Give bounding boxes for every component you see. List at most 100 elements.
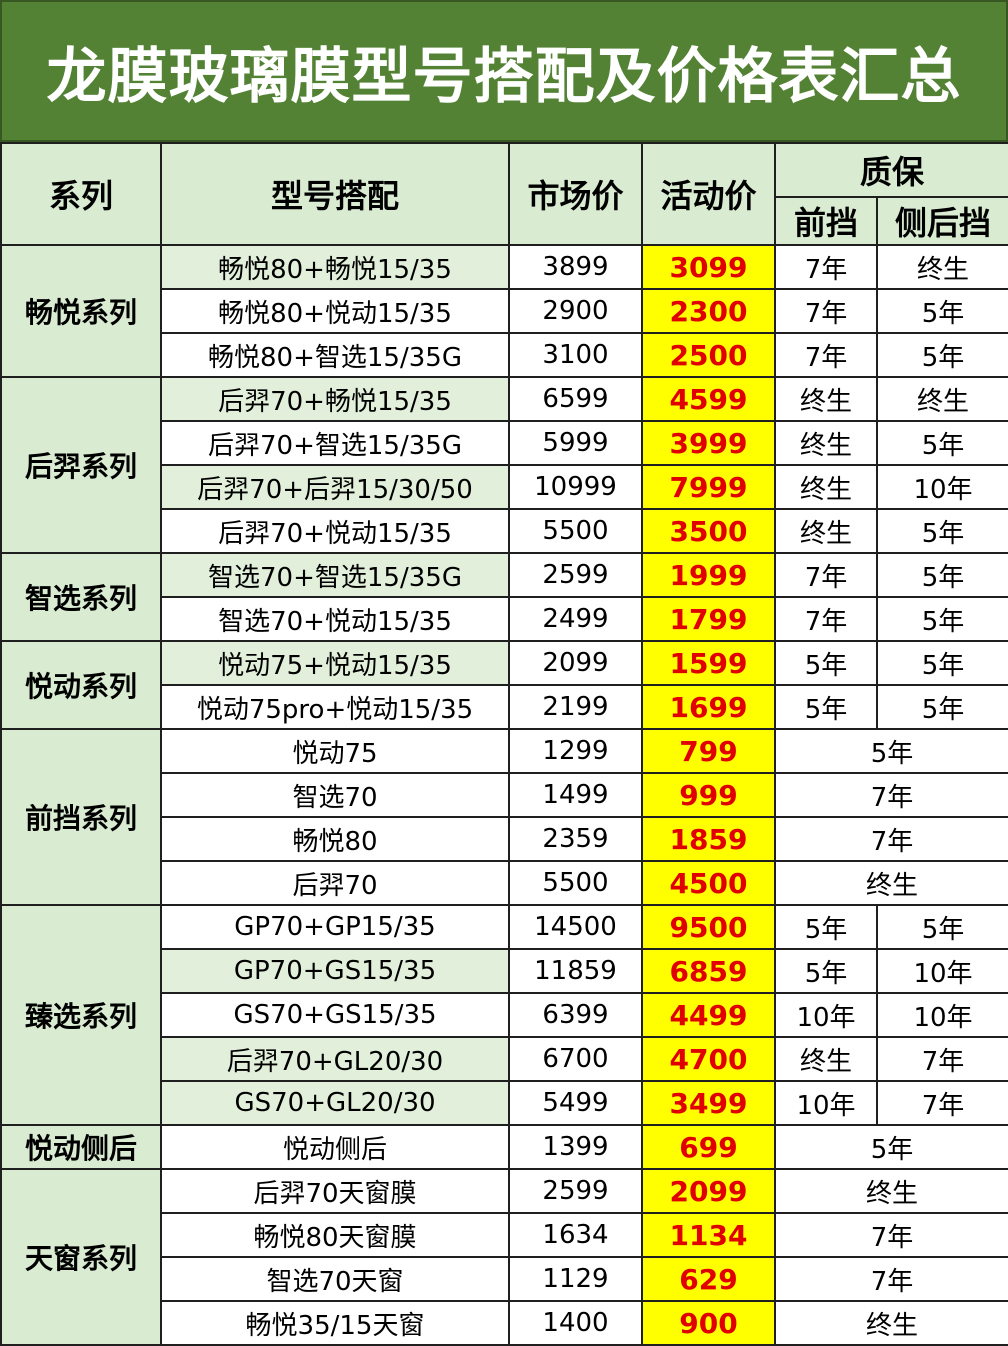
- header-promo-price: 活动价: [641, 142, 776, 246]
- table-row: GS70+GL20/30 5499 3499 10年 7年: [1, 1080, 1008, 1126]
- promo-price-cell: 3499: [641, 1080, 776, 1126]
- promo-price-cell: 1134: [641, 1212, 776, 1258]
- promo-price-cell: 2300: [641, 288, 776, 334]
- promo-price-cell: 4500: [641, 860, 776, 906]
- header-series: 系列: [0, 142, 162, 246]
- model-cell: 后羿70+悦动15/35: [160, 508, 510, 554]
- market-price-cell: 11859: [508, 948, 643, 994]
- front-warranty-cell: 终生: [774, 420, 878, 466]
- market-price-cell: 3100: [508, 332, 643, 378]
- market-price-cell: 5499: [508, 1080, 643, 1126]
- promo-price-cell: 3500: [641, 508, 776, 554]
- front-warranty-cell: 终生: [774, 1036, 878, 1082]
- market-price-cell: 14500: [508, 904, 643, 950]
- warranty-cell: 终生: [773, 1300, 1008, 1346]
- promo-price-cell: 9500: [641, 904, 776, 950]
- series-cell: 后羿系列: [0, 376, 162, 554]
- model-cell: 后羿70天窗膜: [160, 1168, 510, 1214]
- table-row: 臻选系列 GP70+GP15/35 14500 9500 5年 5年: [0, 904, 1008, 1126]
- side-rear-warranty-cell: 7年: [875, 1036, 1008, 1082]
- side-rear-warranty-cell: 5年: [875, 552, 1008, 598]
- side-rear-warranty-cell: 终生: [875, 244, 1008, 290]
- model-cell: 畅悦80: [160, 816, 510, 862]
- front-warranty-cell: 终生: [774, 464, 878, 510]
- promo-price-cell: 629: [641, 1256, 776, 1302]
- series-cell: 悦动侧后: [0, 1124, 162, 1170]
- table-row: GP70+GS15/35 11859 6859 5年 10年: [1, 948, 1008, 994]
- front-warranty-cell: 7年: [774, 552, 878, 598]
- series-cell: 前挡系列: [0, 728, 162, 906]
- market-price-cell: 5500: [508, 860, 643, 906]
- side-rear-warranty-cell: 5年: [875, 904, 1008, 950]
- front-warranty-cell: 7年: [774, 332, 878, 378]
- market-price-cell: 1499: [508, 772, 643, 818]
- promo-price-cell: 1799: [641, 596, 776, 642]
- table-row: 天窗系列 后羿70天窗膜 2599 2099 终生: [0, 1168, 1008, 1346]
- table-row: 畅悦80+悦动15/35 2900 2300 7年 5年: [1, 288, 1008, 334]
- market-price-cell: 6700: [508, 1036, 643, 1082]
- series-cell: 臻选系列: [0, 904, 162, 1126]
- promo-price-cell: 6859: [641, 948, 776, 994]
- side-rear-warranty-cell: 10年: [875, 948, 1008, 994]
- warranty-cell: 终生: [773, 860, 1008, 906]
- warranty-cell: 5年: [773, 1124, 1008, 1170]
- model-cell: 后羿70+畅悦15/35: [160, 376, 510, 422]
- side-rear-warranty-cell: 5年: [875, 640, 1008, 686]
- model-cell: 悦动75+悦动15/35: [160, 640, 510, 686]
- front-warranty-cell: 5年: [774, 904, 878, 950]
- side-rear-warranty-cell: 5年: [875, 288, 1008, 334]
- table-row: 后羿70 5500 4500 终生: [1, 860, 1008, 906]
- header-front-warranty: 前挡: [774, 196, 878, 246]
- front-warranty-cell: 5年: [774, 640, 878, 686]
- promo-price-cell: 3099: [641, 244, 776, 290]
- table-row: 悦动75pro+悦动15/35 2199 1699 5年 5年: [1, 684, 1008, 730]
- market-price-cell: 1400: [508, 1300, 643, 1346]
- table-row: 后羿系列 后羿70+畅悦15/35 6599 4599 终生 终生: [0, 376, 1008, 554]
- table-row: 畅悦35/15天窗 1400 900 终生: [1, 1300, 1008, 1346]
- series-cell: 悦动系列: [0, 640, 162, 730]
- table-row: 前挡系列 悦动75 1299 799 5年: [0, 728, 1008, 906]
- warranty-cell: 5年: [773, 728, 1008, 774]
- market-price-cell: 5999: [508, 420, 643, 466]
- warranty-cell: 终生: [773, 1168, 1008, 1214]
- model-cell: GP70+GS15/35: [160, 948, 510, 994]
- promo-price-cell: 699: [641, 1124, 776, 1170]
- model-cell: 畅悦80+智选15/35G: [160, 332, 510, 378]
- warranty-cell: 7年: [773, 1212, 1008, 1258]
- promo-price-cell: 2099: [641, 1168, 776, 1214]
- market-price-cell: 1129: [508, 1256, 643, 1302]
- model-cell: 后羿70+GL20/30: [160, 1036, 510, 1082]
- promo-price-cell: 4700: [641, 1036, 776, 1082]
- market-price-cell: 2900: [508, 288, 643, 334]
- market-price-cell: 10999: [508, 464, 643, 510]
- model-cell: 后羿70+后羿15/30/50: [160, 464, 510, 510]
- model-cell: 智选70+智选15/35G: [160, 552, 510, 598]
- market-price-cell: 6599: [508, 376, 643, 422]
- promo-price-cell: 1699: [641, 684, 776, 730]
- front-warranty-cell: 7年: [774, 244, 878, 290]
- market-price-cell: 2599: [508, 552, 643, 598]
- model-cell: 畅悦80+悦动15/35: [160, 288, 510, 334]
- header-market-price: 市场价: [508, 142, 643, 246]
- front-warranty-cell: 5年: [774, 948, 878, 994]
- table-row: 畅悦80+智选15/35G 3100 2500 7年 5年: [1, 332, 1008, 378]
- model-cell: 畅悦80+畅悦15/35: [160, 244, 510, 290]
- header-model: 型号搭配: [160, 142, 510, 246]
- table-row: 智选系列 智选70+智选15/35G 2599 1999 7年 5年: [0, 552, 1008, 642]
- model-cell: GS70+GL20/30: [160, 1080, 510, 1126]
- series-cell: 畅悦系列: [0, 244, 162, 378]
- model-cell: 智选70: [160, 772, 510, 818]
- market-price-cell: 5500: [508, 508, 643, 554]
- table-row: 畅悦80 2359 1859 7年: [1, 816, 1008, 862]
- front-warranty-cell: 7年: [774, 288, 878, 334]
- side-rear-warranty-cell: 5年: [875, 332, 1008, 378]
- table-row: 智选70天窗 1129 629 7年: [1, 1256, 1008, 1302]
- promo-price-cell: 4499: [641, 992, 776, 1038]
- promo-price-cell: 900: [641, 1300, 776, 1346]
- table-row: 智选70+悦动15/35 2499 1799 7年 5年: [1, 596, 1008, 642]
- price-table: 系列 型号搭配 市场价 活动价 质保 前挡 侧后挡 畅悦系列 畅悦80+畅悦15/…: [0, 142, 1008, 1346]
- table-row: 悦动侧后 悦动侧后 1399 699 5年: [0, 1124, 1008, 1170]
- market-price-cell: 2099: [508, 640, 643, 686]
- promo-price-cell: 2500: [641, 332, 776, 378]
- market-price-cell: 1399: [508, 1124, 643, 1170]
